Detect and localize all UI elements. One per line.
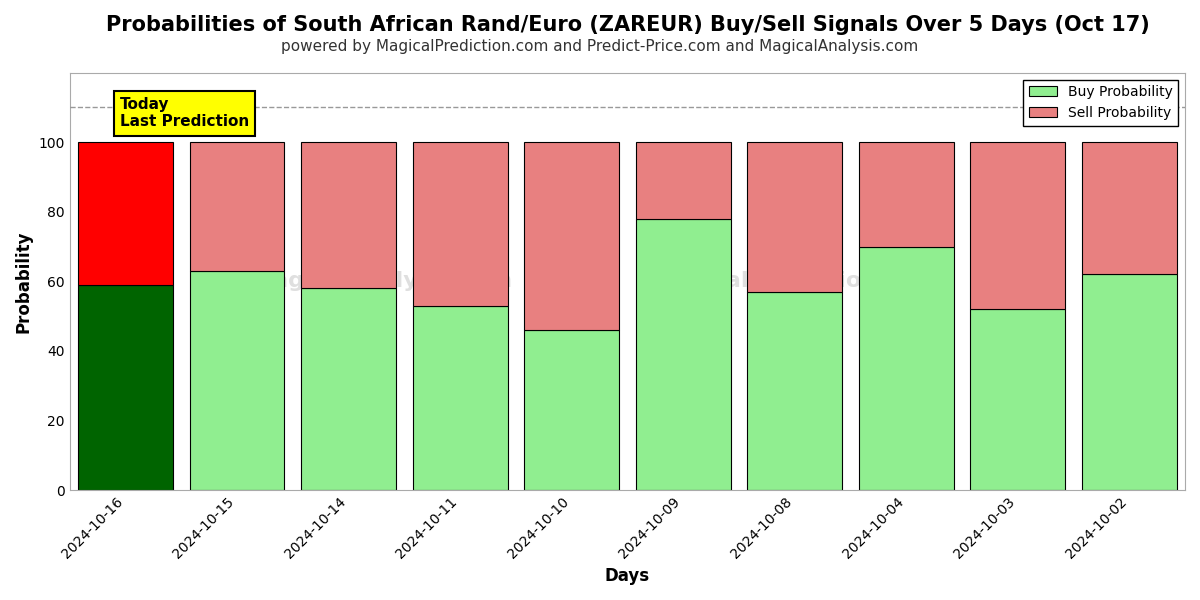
Text: powered by MagicalPrediction.com and Predict-Price.com and MagicalAnalysis.com: powered by MagicalPrediction.com and Pre… bbox=[281, 39, 919, 54]
Bar bbox=[78, 285, 173, 490]
Bar bbox=[636, 219, 731, 490]
Bar bbox=[413, 142, 508, 305]
Bar bbox=[524, 330, 619, 490]
Bar bbox=[1082, 274, 1177, 490]
Y-axis label: Probability: Probability bbox=[14, 230, 34, 332]
Bar bbox=[636, 142, 731, 219]
Text: MagicalPrediction.com: MagicalPrediction.com bbox=[652, 271, 937, 292]
Bar bbox=[748, 142, 842, 292]
Title: Probabilities of South African Rand/Euro (ZAREUR) Buy/Sell Signals Over 5 Days (: Probabilities of South African Rand/Euro… bbox=[106, 15, 1150, 35]
Bar bbox=[413, 305, 508, 490]
Bar bbox=[524, 142, 619, 330]
Bar bbox=[190, 271, 284, 490]
X-axis label: Days: Days bbox=[605, 567, 650, 585]
Bar bbox=[859, 247, 954, 490]
Bar bbox=[78, 142, 173, 285]
Bar bbox=[301, 142, 396, 289]
Legend: Buy Probability, Sell Probability: Buy Probability, Sell Probability bbox=[1024, 80, 1178, 125]
Bar bbox=[859, 142, 954, 247]
Bar bbox=[971, 309, 1066, 490]
Text: Today
Last Prediction: Today Last Prediction bbox=[120, 97, 250, 130]
Bar bbox=[1082, 142, 1177, 274]
Bar bbox=[190, 142, 284, 271]
Bar bbox=[971, 142, 1066, 309]
Text: MagicalAnalysis.com: MagicalAnalysis.com bbox=[252, 271, 512, 292]
Bar bbox=[301, 289, 396, 490]
Bar bbox=[748, 292, 842, 490]
